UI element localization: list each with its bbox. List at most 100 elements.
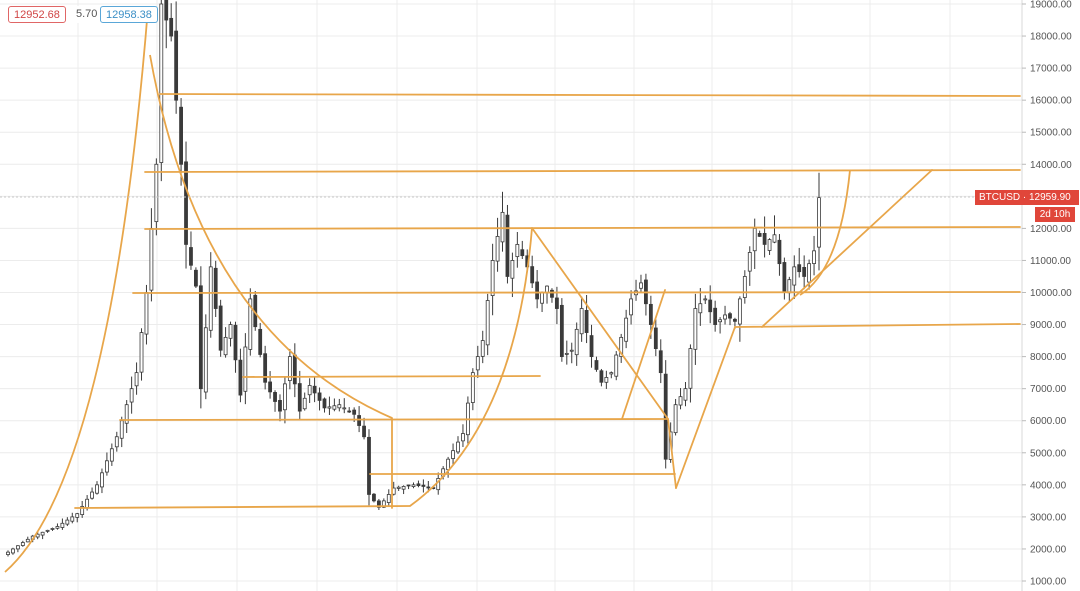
candle[interactable] xyxy=(658,339,663,384)
candle[interactable] xyxy=(95,481,99,495)
candle[interactable] xyxy=(218,299,223,357)
candle[interactable] xyxy=(189,231,193,270)
candle[interactable] xyxy=(376,498,381,511)
candle[interactable] xyxy=(248,288,253,356)
ascending-trend-line-3[interactable] xyxy=(761,169,933,328)
candle[interactable] xyxy=(569,342,574,364)
candle[interactable] xyxy=(787,276,792,303)
candle[interactable] xyxy=(614,351,619,381)
price-axis[interactable]: 1000.00 2000.00 3000.00 4000.00 5000.00 6000.… xyxy=(1022,0,1072,588)
candle[interactable] xyxy=(747,246,752,286)
candle[interactable] xyxy=(312,377,317,403)
candle[interactable] xyxy=(105,452,109,476)
candle[interactable] xyxy=(297,370,302,421)
candle[interactable] xyxy=(139,328,144,381)
candle[interactable] xyxy=(609,371,614,379)
candle[interactable] xyxy=(416,480,421,488)
candle[interactable] xyxy=(589,324,594,368)
candle[interactable] xyxy=(15,545,20,553)
candle[interactable] xyxy=(25,536,30,543)
candle[interactable] xyxy=(268,371,272,399)
candle[interactable] xyxy=(40,531,45,540)
candle[interactable] xyxy=(574,322,579,366)
candle[interactable] xyxy=(767,238,772,255)
candle[interactable] xyxy=(757,230,762,237)
parabolic-curve-2017-rise[interactable] xyxy=(4,7,149,573)
candle[interactable] xyxy=(372,493,376,503)
candle[interactable] xyxy=(164,0,169,49)
candle[interactable] xyxy=(65,517,70,527)
candle[interactable] xyxy=(708,285,713,324)
candle[interactable] xyxy=(90,487,94,500)
candle[interactable] xyxy=(401,485,406,495)
candle[interactable] xyxy=(653,319,658,357)
candle[interactable] xyxy=(713,300,718,332)
candle[interactable] xyxy=(688,344,693,403)
resistance-line-16200[interactable] xyxy=(159,93,1021,97)
candle[interactable] xyxy=(386,489,391,507)
candle[interactable] xyxy=(619,333,624,363)
candle[interactable] xyxy=(322,397,327,413)
candle[interactable] xyxy=(223,327,228,358)
candle[interactable] xyxy=(109,443,114,466)
candle[interactable] xyxy=(75,512,80,523)
candle[interactable] xyxy=(728,311,732,326)
candle[interactable] xyxy=(6,550,10,557)
candle[interactable] xyxy=(629,290,633,325)
candle[interactable] xyxy=(367,429,371,506)
support-line-3300[interactable] xyxy=(74,505,411,509)
candle[interactable] xyxy=(114,431,119,452)
candle[interactable] xyxy=(149,208,154,302)
ascending-trend-line-1[interactable] xyxy=(621,289,666,420)
candle[interactable] xyxy=(802,255,807,290)
support-line-7300[interactable] xyxy=(242,375,541,378)
candle[interactable] xyxy=(564,340,569,365)
candle[interactable] xyxy=(797,247,802,278)
candle[interactable] xyxy=(194,267,198,289)
candle[interactable] xyxy=(243,333,248,405)
support-line-9000[interactable] xyxy=(734,323,1021,328)
candle[interactable] xyxy=(495,217,500,272)
candle[interactable] xyxy=(683,381,688,407)
candle[interactable] xyxy=(50,527,55,531)
ascending-trend-line-2[interactable] xyxy=(675,326,736,489)
candle[interactable] xyxy=(198,266,203,409)
candle[interactable] xyxy=(737,296,742,342)
candle[interactable] xyxy=(258,322,263,358)
candle[interactable] xyxy=(762,216,767,258)
candle[interactable] xyxy=(599,368,604,387)
candle[interactable] xyxy=(698,288,703,326)
candle[interactable] xyxy=(461,424,465,447)
candle[interactable] xyxy=(124,400,129,434)
candle[interactable] xyxy=(184,141,188,269)
resistance-line-13800[interactable] xyxy=(144,169,1021,173)
candle[interactable] xyxy=(475,345,480,378)
candle[interactable] xyxy=(327,396,332,415)
candle[interactable] xyxy=(540,291,544,313)
candle[interactable] xyxy=(307,378,312,404)
support-line-6000[interactable] xyxy=(119,418,669,421)
candle[interactable] xyxy=(693,293,698,365)
candle[interactable] xyxy=(559,298,564,362)
parabolic-curve-2019-rise[interactable] xyxy=(409,227,533,507)
candle[interactable] xyxy=(500,191,505,252)
candle[interactable] xyxy=(505,204,510,284)
candle[interactable] xyxy=(421,479,426,493)
candle[interactable] xyxy=(228,321,233,347)
candle[interactable] xyxy=(510,252,515,298)
candle[interactable] xyxy=(639,274,643,293)
candle[interactable] xyxy=(238,348,243,403)
support-line-10000[interactable] xyxy=(132,291,1021,294)
candle[interactable] xyxy=(60,518,65,530)
candle[interactable] xyxy=(273,390,277,412)
candle[interactable] xyxy=(584,294,589,344)
candle[interactable] xyxy=(703,295,708,304)
candle[interactable] xyxy=(812,235,816,276)
candle[interactable] xyxy=(480,330,485,364)
candle[interactable] xyxy=(278,394,282,422)
candle[interactable] xyxy=(20,540,25,547)
candle[interactable] xyxy=(233,321,238,373)
candle[interactable] xyxy=(283,376,287,424)
candle[interactable] xyxy=(396,485,401,491)
